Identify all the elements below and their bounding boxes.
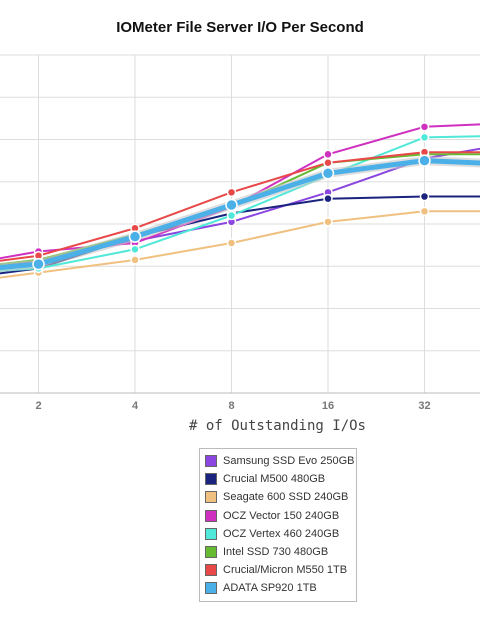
legend-label: Crucial M500 480GB <box>223 473 326 486</box>
data-point <box>419 191 430 202</box>
data-point <box>128 230 142 243</box>
data-point <box>323 157 333 168</box>
data-point <box>225 198 238 212</box>
series-lines <box>0 122 480 279</box>
legend-swatch <box>205 491 217 504</box>
legend-label: Intel SSD 730 480GB <box>223 546 329 559</box>
legend-item: Crucial M500 480GB <box>200 470 356 488</box>
legend-item: Intel SSD 730 480GB <box>200 543 356 561</box>
data-point <box>226 187 237 198</box>
legend-item: OCZ Vector 150 240GB <box>200 507 356 525</box>
legend-swatch <box>205 509 217 522</box>
x-tick-label: 2 <box>35 400 41 412</box>
legend-swatch <box>205 527 217 540</box>
data-point <box>130 255 140 265</box>
data-point <box>321 167 335 180</box>
data-point <box>130 244 140 255</box>
x-tick-label: 16 <box>322 400 334 412</box>
legend-item: Crucial/Micron M550 1TB <box>200 561 356 579</box>
legend-label: Crucial/Micron M550 1TB <box>223 564 348 577</box>
line-chart: 2 4 8 16 32 <box>0 54 480 412</box>
legend-swatch <box>205 473 217 486</box>
data-point <box>323 193 333 204</box>
legend-item: Samsung SSD Evo 250GB <box>200 452 356 470</box>
legend-swatch <box>205 455 217 468</box>
data-point <box>226 238 237 248</box>
chart-title: IOMeter File Server I/O Per Second <box>116 19 364 36</box>
data-point <box>226 210 237 221</box>
x-axis-label: # of Outstanding I/Os <box>188 418 366 434</box>
x-tick-labels: 2 4 8 16 32 <box>35 400 430 412</box>
legend-item: ADATA SP920 1TB <box>200 579 356 597</box>
data-point <box>32 257 45 271</box>
series-adata-sp920-1tb <box>0 154 480 273</box>
legend-swatch <box>205 546 217 559</box>
data-point <box>419 206 430 217</box>
series-ocz-vector-150-240gb <box>0 122 480 260</box>
data-point <box>323 149 333 160</box>
legend-label: Samsung SSD Evo 250GB <box>223 455 355 468</box>
data-point <box>419 132 430 143</box>
legend-item: OCZ Vertex 460 240GB <box>200 525 356 543</box>
legend-label: ADATA SP920 1TB <box>223 582 317 595</box>
legend-label: OCZ Vertex 460 240GB <box>223 527 340 540</box>
series-line <box>0 158 480 271</box>
x-tick-label: 32 <box>418 400 430 412</box>
legend-label: OCZ Vector 150 240GB <box>223 509 340 522</box>
x-tick-label: 4 <box>132 400 139 412</box>
data-point <box>419 122 430 132</box>
gridlines <box>0 54 480 394</box>
legend-swatch <box>205 582 217 595</box>
legend-item: Seagate 600 SSD 240GB <box>200 488 356 506</box>
legend-label: Seagate 600 SSD 240GB <box>223 491 349 504</box>
legend-swatch <box>205 564 217 577</box>
data-point <box>418 154 431 167</box>
x-tick-label: 8 <box>228 400 234 412</box>
legend: Samsung SSD Evo 250GB Crucial M500 480GB S… <box>199 448 357 602</box>
data-point <box>323 217 333 227</box>
